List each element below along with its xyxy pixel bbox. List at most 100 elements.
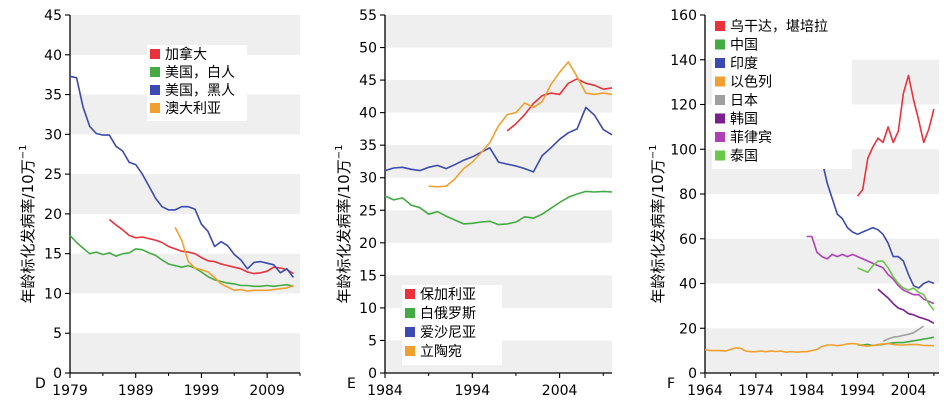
legend-swatch: [715, 132, 725, 142]
y-tick-label: 35: [44, 88, 62, 104]
y-tick-label: 15: [44, 247, 62, 263]
legend-label: 保加利亚: [420, 287, 476, 303]
y-axis-title-text: 年龄标化发病率/10万: [649, 159, 667, 303]
legend-swatch: [405, 289, 415, 299]
legend-label: 日本: [730, 93, 758, 109]
y-tick-label: 0: [368, 366, 377, 382]
legend-box: [712, 17, 852, 169]
panel-e: 0 5 10 15 20 25 30 35 40 45 50 55 1984 1994 2004 年龄标化发病…: [334, 8, 613, 399]
legend-label: 立陶宛: [420, 344, 462, 360]
y-tick-label: 100: [670, 142, 697, 158]
legend-swatch: [405, 327, 415, 337]
series-line: [108, 218, 294, 275]
legend-label: 爱沙尼亚: [420, 325, 476, 341]
y-axis-title: 年龄标化发病率/10万−1: [18, 145, 37, 304]
y-tick-label: 40: [679, 277, 697, 293]
series-line: [805, 141, 935, 289]
legend-swatch: [715, 113, 725, 124]
legend-swatch: [150, 49, 160, 59]
y-tick-label: 10: [44, 286, 62, 302]
panel-f: 0 20 40 60 80 100 120 140 160 1964 1974 1984 1994 200…: [648, 8, 939, 399]
y-tick-label: 30: [44, 127, 62, 143]
legend-swatch: [150, 103, 160, 113]
x-tick-label: 1964: [687, 383, 723, 399]
series-line: [384, 106, 613, 173]
legend-label: 美国，黑人: [165, 83, 235, 99]
y-tick-label: 0: [688, 366, 697, 382]
legend-swatch: [715, 21, 725, 31]
series-line: [882, 325, 925, 342]
legend-box: [147, 45, 247, 121]
plot-band: [385, 15, 612, 48]
y-tick-label: 5: [53, 326, 62, 342]
y-axis-title: 年龄标化发病率/10万−1: [334, 145, 353, 304]
legend-label: 印度: [730, 56, 758, 72]
y-tick-label: 25: [44, 167, 62, 183]
x-tick-label: 1984: [789, 383, 825, 399]
series-line: [857, 260, 935, 311]
legend-label: 以色列: [730, 74, 772, 91]
legend-swatch: [150, 85, 160, 95]
legend-swatch: [405, 308, 415, 318]
y-tick-label: 30: [359, 171, 377, 187]
plot-band: [70, 253, 300, 294]
series-line: [428, 61, 613, 188]
legend-swatch: [715, 39, 725, 50]
plot-band: [385, 80, 612, 113]
y-tick-label: 50: [359, 41, 377, 57]
legend-label: 美国，白人: [165, 65, 235, 81]
y-tick-label: 5: [368, 333, 377, 349]
series-line: [806, 235, 935, 305]
legend-label: 菲律宾: [730, 130, 772, 146]
legend-swatch: [715, 150, 725, 161]
y-tick-label: 45: [359, 73, 377, 89]
x-tick-label: 2004: [542, 383, 578, 399]
y-tick-label: 25: [359, 203, 377, 219]
y-tick-label: 20: [679, 321, 697, 337]
legend-swatch: [150, 67, 160, 77]
x-tick-label: 1999: [184, 383, 220, 399]
y-axis-title-superscript: −1: [648, 145, 659, 160]
y-tick-label: 45: [44, 8, 62, 24]
y-axis-title-text: 年龄标化发病率/10万: [19, 159, 37, 303]
legend-swatch: [405, 346, 415, 356]
legend-box: [402, 285, 502, 365]
series-line: [506, 78, 613, 132]
y-axis-title-superscript: −1: [334, 145, 345, 160]
x-tick-label: 1979: [52, 383, 88, 399]
panel-label: D: [35, 376, 46, 392]
y-tick-label: 40: [44, 48, 62, 64]
x-tick-label: 1974: [738, 383, 774, 399]
legend-label: 加拿大: [165, 46, 207, 63]
y-tick-label: 80: [679, 187, 697, 203]
legend-label: 韩国: [730, 112, 758, 128]
x-tick-label: 1989: [118, 383, 154, 399]
series-line: [704, 342, 934, 354]
y-tick-label: 35: [359, 138, 377, 154]
y-tick-label: 60: [679, 232, 697, 248]
x-tick-label: 1994: [454, 383, 490, 399]
y-tick-label: 55: [359, 8, 377, 24]
y-axis-title: 年龄标化发病率/10万−1: [648, 145, 667, 304]
series-line: [877, 288, 935, 324]
legend-swatch: [715, 95, 725, 105]
x-tick-label: 2009: [249, 383, 285, 399]
series-line: [384, 190, 613, 226]
legend-label: 乌干达，堪培拉: [730, 19, 828, 35]
series-line: [856, 74, 935, 197]
y-tick-label: 160: [670, 8, 697, 24]
x-tick-label: 1984: [367, 383, 403, 399]
legend-label: 泰国: [730, 149, 758, 165]
series-line: [69, 234, 294, 288]
series-line: [857, 336, 935, 347]
y-tick-label: 120: [670, 98, 697, 114]
panel-d: 0 5 10 15 20 25 30 35 40 45 1979 1989 1999 2009 年龄标化发病…: [18, 8, 301, 399]
y-axis-title-text: 年龄标化发病率/10万: [335, 159, 353, 303]
panel-label: F: [667, 376, 675, 392]
y-tick-label: 140: [670, 53, 697, 69]
y-tick-label: 20: [359, 236, 377, 252]
panel-label: E: [347, 376, 356, 392]
y-tick-label: 40: [359, 106, 377, 122]
legend-label: 白俄罗斯: [420, 306, 476, 322]
